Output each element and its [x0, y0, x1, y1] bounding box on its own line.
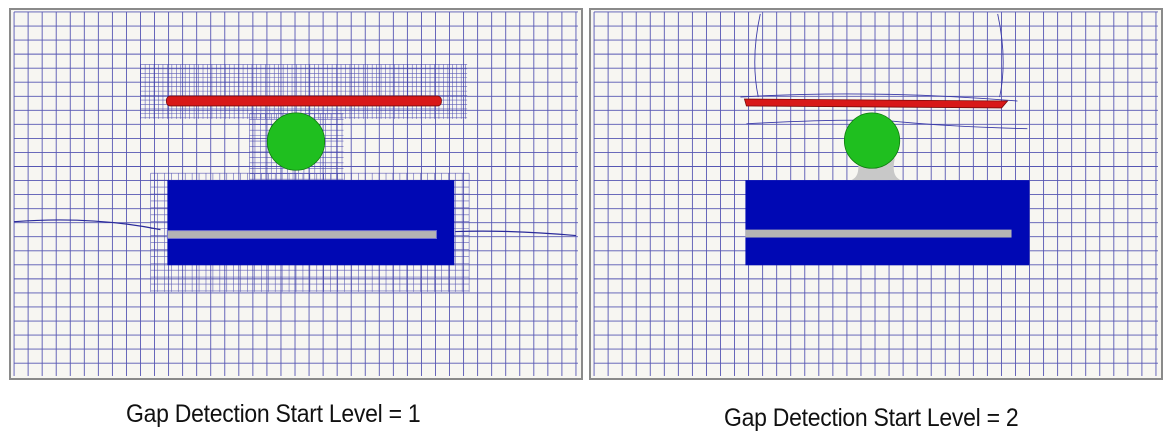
block-geometry: [167, 180, 455, 266]
sphere: [843, 112, 901, 169]
mesh-view-right: [592, 10, 1160, 378]
mesh-panel-gap-level-1: [9, 8, 583, 380]
mesh-view-left: [12, 10, 580, 378]
caption-right: Gap Detection Start Level = 2: [724, 404, 1019, 432]
mesh-panel-gap-level-2: [589, 8, 1163, 380]
distorted-mesh-lines: [740, 13, 1028, 130]
slot-bar: [166, 230, 437, 240]
caption-left: Gap Detection Start Level = 1: [126, 400, 421, 428]
mesh-distortion-line: [14, 219, 577, 237]
top-plate: [166, 95, 442, 107]
sphere: [266, 112, 326, 171]
slot-bar: [745, 229, 1012, 238]
block-geometry: [745, 180, 1030, 266]
top-plate: [743, 98, 1009, 109]
